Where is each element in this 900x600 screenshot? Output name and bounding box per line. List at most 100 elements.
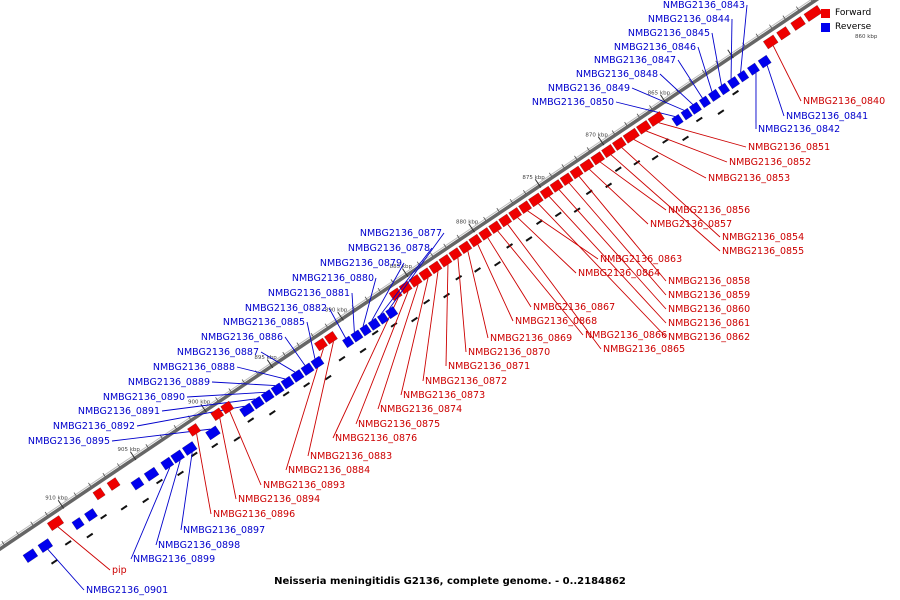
gene-label[interactable]: NMBG2136_0892 bbox=[53, 421, 135, 432]
gene-label[interactable]: NMBG2136_0864 bbox=[578, 268, 660, 279]
gene-label[interactable]: NMBG2136_0883 bbox=[310, 451, 392, 462]
gene-label[interactable]: NMBG2136_0881 bbox=[268, 288, 350, 299]
gene-label[interactable]: NMBG2136_0853 bbox=[708, 173, 790, 184]
gene-label[interactable]: NMBG2136_0867 bbox=[533, 302, 615, 313]
gene-label[interactable]: NMBG2136_0886 bbox=[201, 332, 283, 343]
gene-label[interactable]: NMBG2136_0893 bbox=[263, 480, 345, 491]
gene-label[interactable]: NMBG2136_0876 bbox=[335, 433, 417, 444]
gene-forward[interactable] bbox=[187, 423, 202, 437]
gene-forward[interactable] bbox=[579, 158, 595, 173]
gene-label[interactable]: NMBG2136_0852 bbox=[729, 157, 811, 168]
gene-reverse[interactable] bbox=[130, 476, 145, 491]
gene-label[interactable]: NMBG2136_0877 bbox=[360, 228, 442, 239]
gene-reverse[interactable] bbox=[37, 538, 54, 554]
gene-label[interactable]: NMBG2136_0887 bbox=[177, 347, 259, 358]
gene-label[interactable]: NMBG2136_0880 bbox=[292, 273, 374, 284]
gene-reverse[interactable] bbox=[680, 107, 693, 121]
gene-forward[interactable] bbox=[408, 273, 423, 288]
gene-reverse[interactable] bbox=[707, 88, 722, 103]
gene-label[interactable]: NMBG2136_0843 bbox=[663, 0, 745, 11]
gene-label[interactable]: NMBG2136_0888 bbox=[153, 362, 235, 373]
gene-forward[interactable] bbox=[488, 220, 503, 235]
gene-forward[interactable] bbox=[528, 192, 544, 208]
gene-reverse[interactable] bbox=[385, 305, 399, 320]
gene-reverse[interactable] bbox=[260, 389, 275, 403]
gene-forward[interactable] bbox=[790, 16, 806, 31]
gene-forward[interactable] bbox=[210, 407, 225, 422]
gene-label[interactable]: NMBG2136_0847 bbox=[594, 55, 676, 66]
gene-label[interactable]: NMBG2136_0872 bbox=[425, 376, 507, 387]
gene-forward[interactable] bbox=[498, 213, 513, 228]
gene-reverse[interactable] bbox=[717, 82, 731, 96]
gene-label[interactable]: NMBG2136_0858 bbox=[668, 276, 750, 287]
gene-label[interactable]: NMBG2136_0871 bbox=[448, 361, 530, 372]
gene-label[interactable]: NMBG2136_0898 bbox=[158, 540, 240, 551]
gene-label[interactable]: NMBG2136_0848 bbox=[576, 69, 658, 80]
gene-forward[interactable] bbox=[418, 267, 433, 282]
gene-reverse[interactable] bbox=[160, 456, 175, 471]
gene-reverse[interactable] bbox=[239, 402, 255, 418]
gene-label[interactable]: NMBG2136_0895 bbox=[28, 436, 110, 447]
gene-label[interactable]: NMBG2136_0840 bbox=[803, 96, 885, 107]
gene-label[interactable]: NMBG2136_0870 bbox=[468, 347, 550, 358]
gene-label[interactable]: NMBG2136_0874 bbox=[380, 404, 462, 415]
gene-reverse[interactable] bbox=[83, 508, 98, 522]
gene-forward[interactable] bbox=[46, 515, 65, 532]
gene-reverse[interactable] bbox=[300, 362, 315, 377]
gene-reverse[interactable] bbox=[22, 548, 39, 564]
gene-reverse[interactable] bbox=[181, 441, 198, 456]
gene-forward[interactable] bbox=[92, 487, 106, 501]
gene-forward[interactable] bbox=[428, 260, 443, 275]
gene-label[interactable]: NMBG2136_0889 bbox=[128, 377, 210, 388]
gene-reverse[interactable] bbox=[205, 425, 221, 441]
gene-reverse[interactable] bbox=[270, 382, 285, 397]
gene-forward[interactable] bbox=[539, 185, 554, 200]
gene-label[interactable]: NMBG2136_0879 bbox=[320, 258, 402, 269]
gene-forward[interactable] bbox=[458, 240, 473, 255]
gene-reverse[interactable] bbox=[688, 101, 702, 115]
gene-reverse[interactable] bbox=[71, 516, 85, 531]
gene-label[interactable]: NMBG2136_0873 bbox=[403, 390, 485, 401]
gene-reverse[interactable] bbox=[350, 329, 364, 343]
gene-label[interactable]: NMBG2136_0850 bbox=[532, 97, 614, 108]
gene-forward[interactable] bbox=[438, 253, 453, 268]
gene-label[interactable]: NMBG2136_0885 bbox=[223, 317, 305, 328]
gene-forward[interactable] bbox=[468, 233, 483, 248]
gene-label[interactable]: NMBG2136_0894 bbox=[238, 494, 320, 505]
gene-reverse[interactable] bbox=[341, 335, 355, 349]
gene-label[interactable]: NMBG2136_0897 bbox=[183, 525, 265, 536]
gene-forward[interactable] bbox=[590, 151, 606, 166]
gene-reverse[interactable] bbox=[671, 113, 684, 127]
gene-forward[interactable] bbox=[635, 119, 652, 135]
gene-label[interactable]: NMBG2136_0856 bbox=[668, 205, 750, 216]
gene-forward[interactable] bbox=[323, 330, 338, 345]
gene-reverse[interactable] bbox=[143, 466, 160, 482]
gene-label[interactable]: NMBG2136_0849 bbox=[548, 83, 630, 94]
gene-forward[interactable] bbox=[569, 165, 584, 180]
gene-reverse[interactable] bbox=[310, 355, 325, 370]
gene-label[interactable]: NMBG2136_0851 bbox=[748, 142, 830, 153]
gene-label[interactable]: NMBG2136_0860 bbox=[668, 304, 750, 315]
gene-label[interactable]: NMBG2136_0868 bbox=[515, 316, 597, 327]
gene-label[interactable]: NMBG2136_0854 bbox=[722, 232, 804, 243]
gene-forward[interactable] bbox=[508, 206, 523, 221]
gene-reverse[interactable] bbox=[250, 395, 265, 410]
gene-forward[interactable] bbox=[313, 337, 329, 352]
gene-label[interactable]: NMBG2136_0861 bbox=[668, 318, 750, 329]
gene-reverse[interactable] bbox=[170, 449, 186, 464]
gene-label[interactable]: NMBG2136_0842 bbox=[758, 124, 840, 135]
gene-label[interactable]: NMBG2136_0865 bbox=[603, 344, 685, 355]
gene-label[interactable]: NMBG2136_0869 bbox=[490, 333, 572, 344]
gene-label[interactable]: NMBG2136_0866 bbox=[585, 330, 667, 341]
gene-forward[interactable] bbox=[106, 477, 121, 491]
gene-reverse[interactable] bbox=[726, 75, 741, 90]
gene-label[interactable]: NMBG2136_0841 bbox=[786, 111, 868, 122]
gene-forward[interactable] bbox=[803, 4, 823, 23]
gene-forward[interactable] bbox=[647, 110, 665, 127]
gene-reverse[interactable] bbox=[376, 312, 390, 325]
gene-label[interactable]: NMBG2136_0891 bbox=[78, 406, 160, 417]
gene-forward[interactable] bbox=[448, 247, 463, 261]
gene-reverse[interactable] bbox=[698, 95, 712, 109]
gene-forward[interactable] bbox=[622, 127, 640, 144]
gene-reverse[interactable] bbox=[359, 323, 372, 337]
